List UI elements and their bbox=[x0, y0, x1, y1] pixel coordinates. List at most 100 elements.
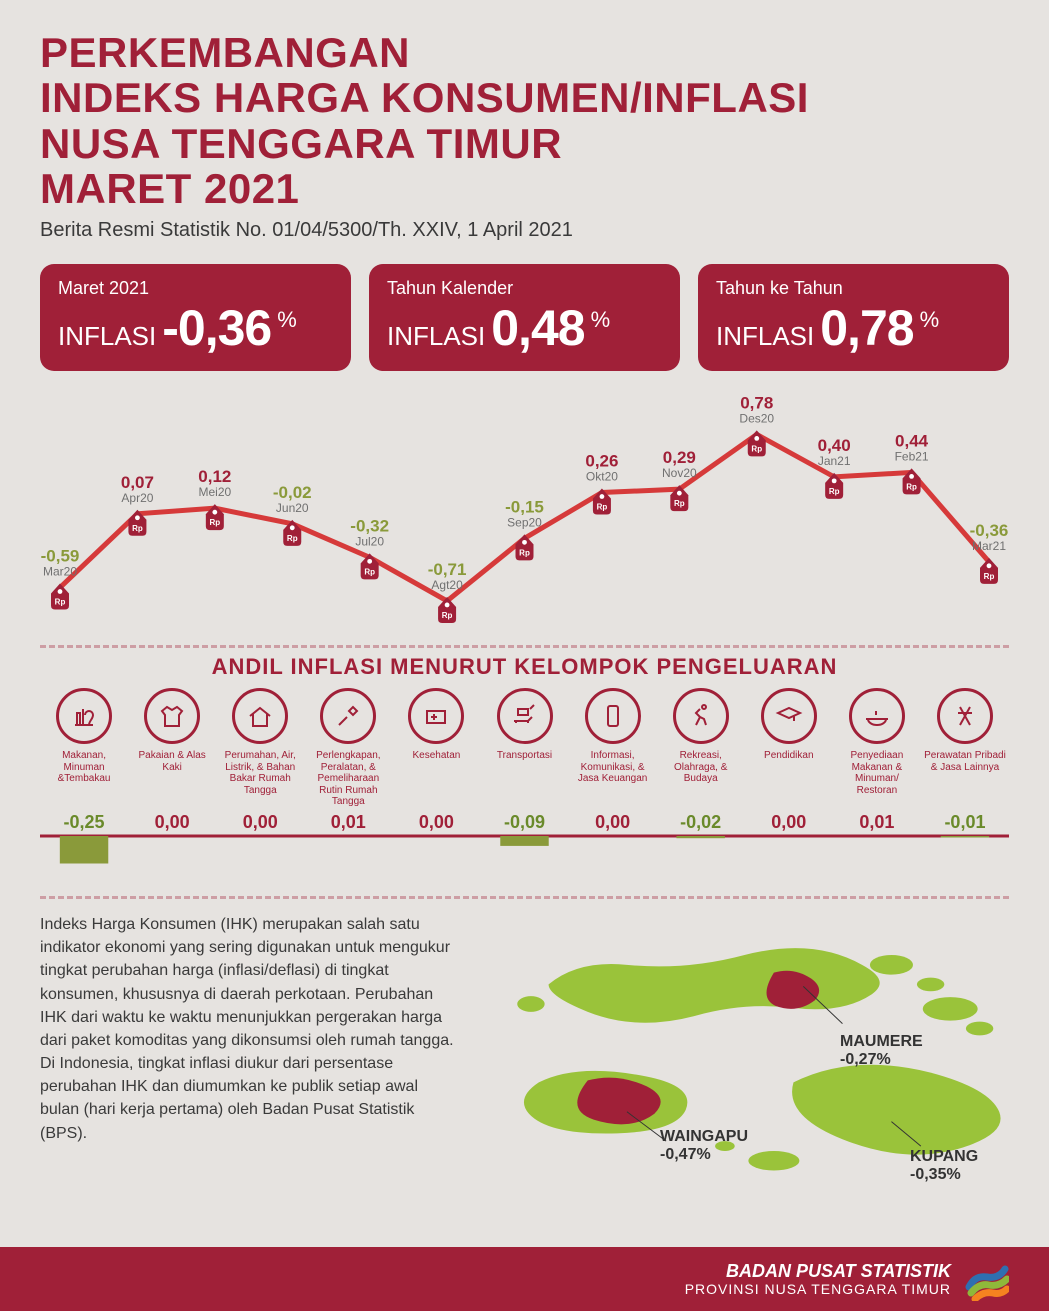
category-item: Perawatan Pribadi & Jasa Lainnya bbox=[921, 688, 1009, 798]
category-item: Transportasi bbox=[480, 688, 568, 798]
footer-text: BADAN PUSAT STATISTIK PROVINSI NUSA TENG… bbox=[685, 1261, 951, 1298]
svg-text:Okt20: Okt20 bbox=[586, 470, 618, 484]
stat-metric: INFLASI bbox=[58, 321, 156, 352]
title-line-1: PERKEMBANGAN bbox=[40, 29, 410, 76]
svg-text:0,07: 0,07 bbox=[121, 473, 154, 492]
svg-text:Rp: Rp bbox=[287, 534, 298, 543]
svg-text:Jan21: Jan21 bbox=[818, 454, 851, 468]
category-item: Pendidikan bbox=[745, 688, 833, 798]
subtitle: Berita Resmi Statistik No. 01/04/5300/Th… bbox=[40, 219, 1009, 242]
svg-text:Sep20: Sep20 bbox=[507, 516, 542, 530]
stat-pct: % bbox=[591, 307, 611, 333]
bps-logo-icon bbox=[965, 1257, 1009, 1301]
footer-line-1: BADAN PUSAT STATISTIK bbox=[685, 1261, 951, 1282]
svg-text:Mar20: Mar20 bbox=[43, 565, 77, 579]
header: PERKEMBANGAN INDEKS HARGA KONSUMEN/INFLA… bbox=[0, 0, 1049, 252]
city-value: -0,47% bbox=[660, 1146, 748, 1164]
category-item: Perumahan, Air, Listrik, & Bahan Bakar R… bbox=[216, 688, 304, 798]
transport-icon bbox=[497, 688, 553, 744]
svg-text:-0,02: -0,02 bbox=[680, 812, 721, 832]
svg-text:Rp: Rp bbox=[442, 611, 453, 620]
category-item: Perlengkapan, Peralatan, & Pemeliharaan … bbox=[304, 688, 392, 808]
svg-text:0,01: 0,01 bbox=[859, 812, 894, 832]
category-item: Rekreasi, Olahraga, & Budaya bbox=[657, 688, 745, 798]
category-item: Penyediaan Makanan & Minuman/ Restoran bbox=[833, 688, 921, 798]
title-line-3: NUSA TENGGARA TIMUR bbox=[40, 120, 562, 167]
category-bars-svg: -0,25 0,00 0,00 0,01 0,00 -0,09 0,00 -0,02 0,00 0… bbox=[40, 808, 1009, 888]
svg-text:Mar21: Mar21 bbox=[972, 539, 1006, 553]
stat-label: Tahun ke Tahun bbox=[716, 278, 991, 299]
health-icon bbox=[408, 688, 464, 744]
food-icon bbox=[56, 688, 112, 744]
categories-row: Makanan, Minuman &Tembakau Pakaian & Ala… bbox=[0, 688, 1049, 808]
stat-value: 0,48 bbox=[491, 299, 584, 357]
stat-pct: % bbox=[920, 307, 940, 333]
map-city-label: MAUMERE-0,27% bbox=[840, 1033, 923, 1068]
category-label: Transportasi bbox=[495, 750, 554, 798]
category-item: Makanan, Minuman &Tembakau bbox=[40, 688, 128, 798]
title-line-2: INDEKS HARGA KONSUMEN/INFLASI bbox=[40, 74, 809, 121]
svg-text:0,00: 0,00 bbox=[419, 812, 454, 832]
stat-pct: % bbox=[277, 307, 297, 333]
category-label: Pendidikan bbox=[762, 750, 815, 798]
svg-text:Rp: Rp bbox=[209, 519, 220, 528]
shirt-icon bbox=[144, 688, 200, 744]
category-bars: -0,25 0,00 0,00 0,01 0,00 -0,09 0,00 -0,02 0,00 0… bbox=[0, 808, 1049, 892]
svg-text:0,78: 0,78 bbox=[740, 394, 773, 413]
svg-text:Feb21: Feb21 bbox=[895, 450, 929, 464]
svg-text:-0,15: -0,15 bbox=[505, 498, 544, 517]
category-label: Informasi, Komunikasi, & Jasa Keuangan bbox=[569, 750, 657, 798]
stat-value: -0,36 bbox=[162, 299, 271, 357]
svg-text:-0,02: -0,02 bbox=[273, 483, 312, 502]
svg-text:Rp: Rp bbox=[984, 572, 995, 581]
category-label: Perawatan Pribadi & Jasa Lainnya bbox=[921, 750, 1009, 798]
stat-value: 0,78 bbox=[820, 299, 913, 357]
svg-text:-0,09: -0,09 bbox=[504, 812, 545, 832]
stat-metric: INFLASI bbox=[387, 321, 485, 352]
city-name: MAUMERE bbox=[840, 1033, 923, 1050]
category-label: Penyediaan Makanan & Minuman/ Restoran bbox=[833, 750, 921, 798]
svg-text:-0,59: -0,59 bbox=[41, 547, 80, 566]
line-chart-svg: Rp -0,59Mar20 Rp 0,07Apr20 Rp 0,12Mei20 … bbox=[40, 381, 1009, 641]
categories-title: ANDIL INFLASI MENURUT KELOMPOK PENGELUAR… bbox=[0, 654, 1049, 680]
title-line-4: MARET 2021 bbox=[40, 165, 299, 212]
map: MAUMERE-0,27% WAINGAPU-0,47% KUPANG-0,35% bbox=[480, 913, 1009, 1193]
svg-text:Mei20: Mei20 bbox=[198, 486, 231, 500]
svg-text:0,01: 0,01 bbox=[331, 812, 366, 832]
map-city-label: KUPANG-0,35% bbox=[910, 1148, 978, 1183]
city-name: KUPANG bbox=[910, 1148, 978, 1165]
category-item: Kesehatan bbox=[392, 688, 480, 798]
svg-text:Agt20: Agt20 bbox=[431, 578, 463, 592]
svg-text:0,40: 0,40 bbox=[818, 436, 851, 455]
category-label: Perlengkapan, Peralatan, & Pemeliharaan … bbox=[304, 750, 392, 808]
svg-text:-0,36: -0,36 bbox=[970, 521, 1009, 540]
svg-text:0,00: 0,00 bbox=[595, 812, 630, 832]
stat-box-month: Maret 2021 INFLASI -0,36 % bbox=[40, 264, 351, 371]
svg-text:Rp: Rp bbox=[751, 445, 762, 454]
map-city-label: WAINGAPU-0,47% bbox=[660, 1128, 748, 1163]
footer: BADAN PUSAT STATISTIK PROVINSI NUSA TENG… bbox=[0, 1247, 1049, 1311]
resto-icon bbox=[849, 688, 905, 744]
description-paragraph: Indeks Harga Konsumen (IHK) merupakan sa… bbox=[40, 913, 460, 1193]
svg-text:0,29: 0,29 bbox=[663, 449, 696, 468]
svg-text:Nov20: Nov20 bbox=[662, 467, 697, 481]
sport-icon bbox=[673, 688, 729, 744]
svg-text:Rp: Rp bbox=[597, 503, 608, 512]
svg-text:-0,32: -0,32 bbox=[350, 517, 389, 536]
svg-text:0,00: 0,00 bbox=[155, 812, 190, 832]
svg-text:Jul20: Jul20 bbox=[355, 535, 384, 549]
svg-text:-0,01: -0,01 bbox=[944, 812, 985, 832]
svg-text:0,00: 0,00 bbox=[771, 812, 806, 832]
stat-label: Maret 2021 bbox=[58, 278, 333, 299]
category-label: Kesehatan bbox=[411, 750, 463, 798]
footer-line-2: PROVINSI NUSA TENGGARA TIMUR bbox=[685, 1281, 951, 1297]
svg-text:-0,71: -0,71 bbox=[428, 560, 467, 579]
phone-icon bbox=[585, 688, 641, 744]
svg-text:0,12: 0,12 bbox=[198, 468, 231, 487]
svg-text:Rp: Rp bbox=[519, 549, 530, 558]
svg-text:0,00: 0,00 bbox=[243, 812, 278, 832]
city-value: -0,27% bbox=[840, 1051, 923, 1069]
svg-text:-0,25: -0,25 bbox=[64, 812, 105, 832]
category-item: Informasi, Komunikasi, & Jasa Keuangan bbox=[569, 688, 657, 798]
stat-box-ytd: Tahun Kalender INFLASI 0,48 % bbox=[369, 264, 680, 371]
